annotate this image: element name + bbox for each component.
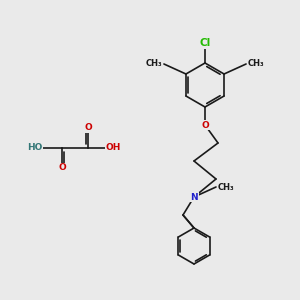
Text: O: O xyxy=(58,164,66,172)
Text: O: O xyxy=(84,124,92,133)
Text: HO: HO xyxy=(27,143,43,152)
Text: CH₃: CH₃ xyxy=(145,59,162,68)
Text: N: N xyxy=(190,193,198,202)
Text: OH: OH xyxy=(105,143,121,152)
Text: O: O xyxy=(201,121,209,130)
Text: Cl: Cl xyxy=(200,38,211,48)
Text: CH₃: CH₃ xyxy=(248,59,265,68)
Text: CH₃: CH₃ xyxy=(218,182,235,191)
